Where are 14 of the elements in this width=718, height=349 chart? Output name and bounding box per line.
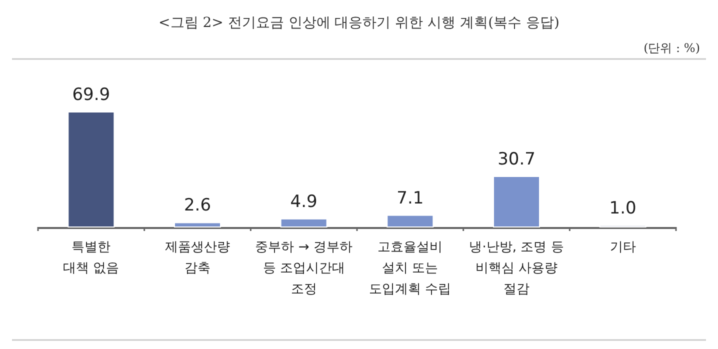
data-label: 30.7 (498, 149, 536, 170)
x-tick-label: 제품생산량 감축 (165, 240, 230, 276)
x-tick-label: 냉·난방, 조명 등 비핵심 사용량 절감 (469, 240, 564, 297)
x-tick-label: 중부하 → 경부하 등 조업시간대 조정 (255, 240, 352, 297)
data-label: 4.9 (290, 192, 318, 212)
chart-title: <그림 2> 전기요금 인상에 대응하기 위한 시행 계획(복수 응답) (158, 15, 560, 31)
data-label: 7.1 (396, 188, 424, 208)
x-tick-label: 기타 (610, 240, 636, 255)
text: (단위 : %) (644, 41, 700, 55)
data-label: 1.0 (609, 198, 636, 218)
x-tick-label: 특별한 대책 없음 (63, 240, 120, 276)
x-tick-label: 고효율설비 설치 또는 도입계획 수립 (369, 240, 452, 297)
data-label: 2.6 (184, 196, 212, 216)
data-label: 69.9 (72, 85, 110, 105)
